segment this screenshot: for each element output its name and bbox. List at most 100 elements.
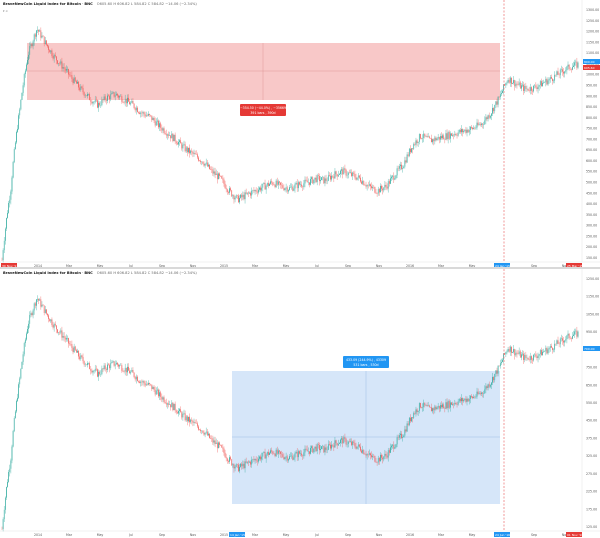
candle-body: [200, 429, 201, 432]
x-tag-box: [494, 263, 510, 268]
candle-body: [79, 87, 81, 91]
candle-body: [379, 188, 380, 193]
candle-body: [165, 133, 167, 136]
candle-body: [321, 446, 322, 450]
measure-label-change: 433.09 (244.9%) , 43309: [346, 358, 386, 362]
candle-body: [446, 402, 448, 409]
candle-body: [164, 132, 166, 134]
candle-body: [151, 384, 153, 390]
candle-body: [223, 448, 225, 453]
candle-body: [556, 71, 558, 76]
candle-body: [105, 369, 107, 370]
candle-body: [185, 416, 187, 421]
candle-body: [446, 133, 448, 140]
candle-body: [6, 486, 7, 498]
candle-body: [174, 403, 176, 411]
candle-body: [244, 461, 246, 469]
candle-body: [342, 169, 344, 175]
candle-body: [184, 144, 186, 152]
candle-body: [8, 471, 9, 482]
candle-body: [467, 129, 469, 133]
y-tick-label: 700.00: [586, 137, 597, 141]
candle-body: [441, 405, 442, 408]
x-tick-label: 2016: [406, 533, 414, 537]
candle-body: [375, 192, 377, 194]
candle-body: [202, 161, 204, 164]
indicator-toggle[interactable]: ▾ ∞: [3, 9, 8, 13]
candle-body: [256, 191, 258, 193]
x-tag-box: [229, 532, 245, 537]
candle-body: [71, 344, 73, 348]
candle-body: [380, 454, 381, 462]
candle-body: [362, 180, 364, 184]
candle-body: [56, 56, 57, 61]
candle-body: [344, 437, 346, 439]
end-tag-box: [566, 532, 582, 537]
candle-body: [17, 128, 18, 132]
candle-body: [424, 402, 426, 406]
candle-body: [221, 176, 223, 179]
candle-body: [164, 401, 166, 403]
candle-body: [369, 453, 370, 455]
candle-body: [411, 417, 412, 422]
y-tick-label: 125.00: [586, 525, 597, 529]
candle-body: [282, 454, 284, 457]
candle-body: [203, 163, 205, 166]
candle-body: [20, 99, 22, 110]
candle-body: [139, 381, 140, 383]
x-tick-label: Sep: [159, 264, 165, 268]
candle-body: [454, 402, 456, 405]
y-tick-label: 1150.00: [586, 40, 599, 44]
candle-body: [554, 343, 556, 350]
candle-body: [518, 82, 520, 85]
candle-body: [488, 384, 490, 387]
candle-body: [527, 88, 529, 91]
candle-body: [32, 41, 34, 47]
candle-body: [432, 139, 433, 143]
candle-body: [461, 129, 462, 133]
candle-body: [528, 90, 530, 91]
candle-body: [572, 336, 573, 339]
candle-body: [286, 456, 288, 461]
candle-body: [415, 140, 417, 145]
candle-body: [314, 177, 316, 180]
candle-body: [564, 340, 566, 343]
candle-body: [357, 175, 359, 178]
candle-body: [458, 129, 460, 133]
candle-body: [539, 350, 541, 355]
ohlc-readout: O605.60 H 606.82 L 584.82 C 584.82 −14.0…: [96, 2, 197, 6]
candle-body: [143, 381, 145, 384]
candle-body: [125, 367, 127, 373]
candle-body: [253, 459, 255, 461]
candle-body: [333, 445, 335, 448]
candle-body: [487, 115, 489, 120]
candle-body: [522, 353, 523, 355]
candle-body: [226, 189, 228, 193]
candle-body: [448, 401, 450, 408]
candle-body: [460, 398, 461, 402]
candle-body: [398, 166, 400, 169]
candle-body: [470, 395, 471, 399]
candle-body: [473, 396, 475, 399]
candle-body: [443, 404, 445, 409]
candle-body: [228, 192, 229, 193]
candle-body: [297, 182, 299, 189]
candle-body: [512, 352, 513, 353]
candle-body: [192, 420, 194, 423]
candle-body: [83, 92, 85, 96]
candle-body: [192, 151, 194, 154]
candle-body: [387, 450, 389, 458]
candle-body: [89, 94, 91, 101]
candle-body: [448, 132, 450, 139]
candle-body: [452, 403, 453, 405]
candle-body: [374, 455, 376, 462]
y-tick-label: 150.00: [586, 256, 597, 260]
candle-body: [191, 150, 193, 152]
candle-body: [287, 189, 289, 192]
candle-body: [165, 402, 167, 405]
candle-body: [127, 366, 128, 373]
candle-body: [76, 81, 77, 84]
candle-body: [548, 78, 550, 81]
